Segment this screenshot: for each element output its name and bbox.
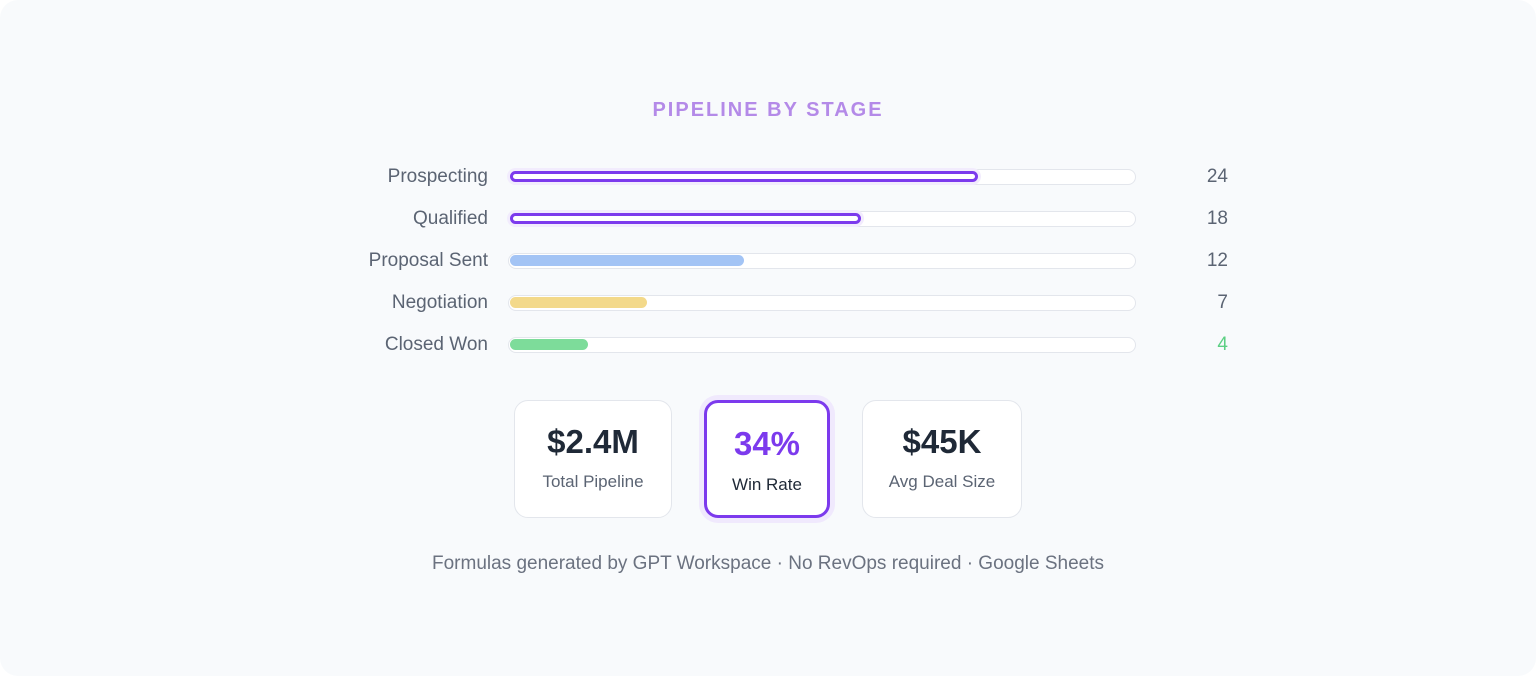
bar-4 bbox=[510, 339, 588, 350]
footer-caption: Formulas generated by GPT Workspace · No… bbox=[432, 553, 1104, 574]
bar-track-3 bbox=[508, 295, 1136, 311]
bar-value-2: 12 bbox=[1206, 250, 1228, 271]
metric-card-total-pipeline: $2.4M Total Pipeline bbox=[514, 400, 672, 518]
metric-label: Avg Deal Size bbox=[888, 472, 996, 491]
metric-value: 34% bbox=[733, 425, 801, 462]
bar-value-1: 18 bbox=[1206, 208, 1228, 229]
bar-1 bbox=[510, 213, 861, 224]
metric-value: $2.4M bbox=[547, 423, 639, 460]
metric-label: Win Rate bbox=[732, 475, 802, 494]
bar-track-2 bbox=[508, 253, 1136, 269]
bar-0 bbox=[510, 171, 978, 182]
chart-title: PIPELINE BY STAGE bbox=[652, 99, 884, 121]
bar-track-1 bbox=[508, 211, 1136, 227]
bar-3 bbox=[510, 297, 647, 308]
bar-label-2: Proposal Sent bbox=[368, 250, 488, 271]
bar-2 bbox=[510, 255, 744, 266]
pipeline-bar-chart: Prospecting 24 Qualified 18 Proposal Sent 12 N… bbox=[368, 166, 1228, 355]
bar-label-3: Negotiation bbox=[391, 292, 488, 313]
bar-label-0: Prospecting bbox=[387, 166, 488, 187]
bar-track-4 bbox=[508, 337, 1136, 353]
bar-value-4: 4 bbox=[1217, 334, 1228, 355]
bar-label-4: Closed Won bbox=[384, 334, 488, 355]
metric-value: $45K bbox=[902, 423, 982, 460]
metric-card-win-rate: 34% Win Rate bbox=[704, 400, 830, 518]
metric-card-avg-deal-size: $45K Avg Deal Size bbox=[862, 400, 1022, 518]
bar-value-3: 7 bbox=[1217, 292, 1228, 313]
metric-cards: $2.4M Total Pipeline 34% Win Rate $45K A… bbox=[0, 400, 1536, 520]
bar-value-0: 24 bbox=[1206, 166, 1228, 187]
bar-track-0 bbox=[508, 169, 1136, 185]
metric-label: Total Pipeline bbox=[542, 472, 644, 491]
bar-label-1: Qualified bbox=[413, 208, 488, 229]
